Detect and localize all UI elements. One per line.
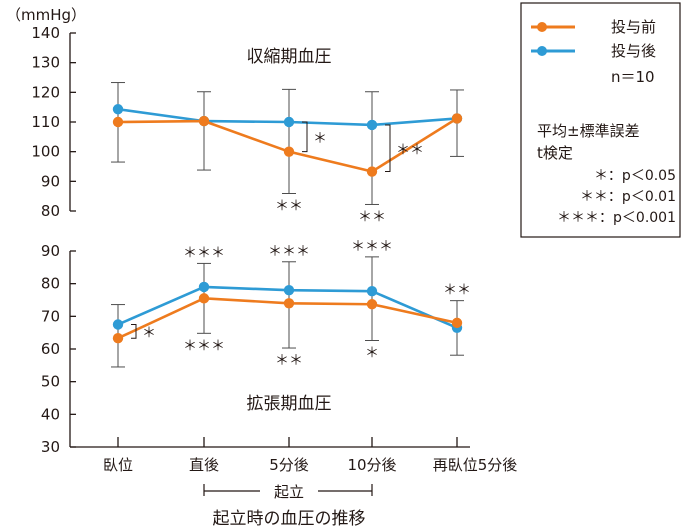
y-tick-label: 30 — [41, 438, 60, 456]
significance-mark: ＊＊ — [275, 353, 303, 369]
significance-mark: ＊＊＊ — [183, 338, 225, 354]
data-point-before — [283, 298, 295, 309]
significance-bracket — [131, 324, 137, 339]
legend-sig-1: ＊：p＜0.05 — [594, 168, 676, 184]
y-tick-label: 110 — [31, 113, 60, 131]
legend-sig-3: ＊＊＊：p＜0.001 — [557, 210, 676, 226]
data-point-before — [366, 166, 378, 177]
data-point-after — [112, 104, 124, 115]
y-tick-label: 60 — [41, 340, 60, 358]
significance-mark: ＊＊＊ — [268, 244, 310, 260]
data-point-before — [112, 333, 124, 344]
y-tick-label: 50 — [41, 373, 60, 391]
y-tick-label: 90 — [41, 172, 60, 190]
data-point-after — [366, 119, 378, 131]
legend-test: t検定 — [537, 144, 573, 162]
x-tick-label: 5分後 — [269, 456, 309, 474]
significance-mark: ＊＊ — [396, 142, 424, 158]
x-tick-label: 直後 — [189, 456, 219, 474]
significance-mark: ＊＊ — [275, 198, 303, 214]
x-tick-label: 再臥位5分後 — [433, 456, 518, 474]
y-tick-label: 40 — [41, 405, 60, 423]
significance-mark: ＊＊ — [443, 283, 471, 299]
y-tick-label: 130 — [31, 54, 60, 72]
legend-sig-2: ＊＊：p＜0.01 — [580, 189, 676, 205]
y-tick-label: 90 — [41, 242, 60, 260]
x-tick-label: 10分後 — [347, 456, 396, 474]
data-point-before — [198, 293, 210, 304]
standing-bracket: 起立 — [203, 483, 373, 501]
data-point-after — [283, 285, 295, 296]
significance-bracket — [385, 124, 391, 173]
legend-stat-title: 平均±標準誤差 — [537, 122, 640, 140]
x-axis: 臥位 直後 5分後 10分後 再臥位5分後 — [70, 437, 517, 474]
panel-title: 拡張期血圧 — [247, 394, 332, 414]
chart-panels: 8090100110120130140収縮期血圧＊＊＊＊＊＊＊304050607… — [31, 24, 471, 456]
legend-marker-after — [537, 46, 547, 56]
data-point-after — [366, 285, 378, 297]
significance-mark: ＊ — [142, 325, 156, 341]
x-axis-title: 起立時の血圧の推移 — [213, 509, 366, 529]
data-point-before — [112, 116, 124, 128]
data-point-before — [451, 317, 463, 329]
data-point-before — [451, 113, 463, 124]
legend-box — [520, 2, 681, 238]
data-point-before — [198, 115, 210, 127]
significance-bracket — [302, 121, 308, 153]
significance-mark: ＊＊＊ — [183, 245, 225, 261]
significance-mark: ＊ — [313, 131, 327, 147]
data-point-after — [112, 319, 124, 330]
data-point-after — [198, 281, 210, 293]
panel-title: 収縮期血圧 — [247, 47, 332, 67]
legend-marker-before — [537, 22, 547, 32]
y-tick-label: 80 — [41, 275, 60, 293]
legend: 投与前 投与後 n＝10 平均±標準誤差 t検定 ＊：p＜0.05 ＊＊：p＜0… — [520, 2, 681, 238]
legend-label-after: 投与後 — [611, 42, 656, 60]
significance-mark: ＊＊ — [358, 209, 386, 225]
y-tick-label: 120 — [31, 83, 60, 101]
x-tick-label: 臥位 — [103, 456, 133, 474]
data-point-before — [283, 146, 295, 157]
legend-label-before: 投与前 — [611, 18, 656, 36]
y-tick-label: 80 — [41, 202, 60, 220]
data-point-after — [283, 116, 295, 128]
y-tick-label: 100 — [31, 143, 60, 161]
data-point-before — [366, 299, 378, 310]
y-unit-label: （mmHg） — [6, 6, 86, 24]
y-tick-label: 70 — [41, 307, 60, 325]
legend-n: n＝10 — [611, 68, 655, 86]
y-tick-label: 140 — [31, 24, 60, 42]
standing-bracket-label: 起立 — [274, 483, 304, 501]
significance-mark: ＊＊＊ — [351, 239, 393, 255]
significance-mark: ＊ — [365, 346, 379, 362]
